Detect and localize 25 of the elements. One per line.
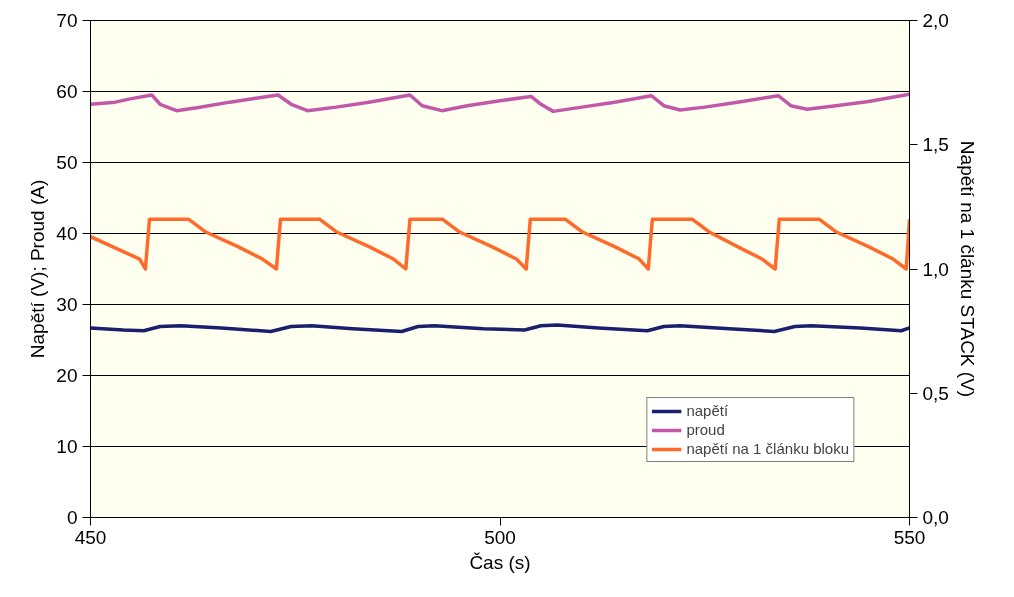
y-tick-label: 40 <box>56 223 78 244</box>
y-tick-label: 10 <box>56 436 78 457</box>
line-series <box>90 323 910 334</box>
line-series <box>90 92 910 114</box>
legend-label: proud <box>686 421 725 438</box>
y-axis-title: Napětí (V); Proud (A) <box>27 179 49 359</box>
y-tick-label: 30 <box>56 294 78 315</box>
x-axis-title: Čas (s) <box>469 551 531 573</box>
y-tick-label: 20 <box>56 365 78 386</box>
y2-axis-title: Napětí na 1 článku STACK (V) <box>956 140 978 398</box>
y-tick-label: 60 <box>56 81 78 102</box>
y2-tick-label: 2,0 <box>922 10 949 31</box>
x-tick-label: 450 <box>74 526 107 548</box>
y-tick-label: 0 <box>66 507 78 528</box>
legend-label: napětí <box>686 402 729 419</box>
x-tick-label: 500 <box>484 526 516 548</box>
y2-tick-label: 1,5 <box>922 134 949 156</box>
y2-tick-label: 0,5 <box>922 382 949 404</box>
y2-tick-label: 1,0 <box>922 258 949 280</box>
y-tick-label: 50 <box>56 152 78 173</box>
y-tick-label: 70 <box>56 10 78 31</box>
legend-label: napětí na 1 článku bloku <box>686 440 849 457</box>
y2-tick-label: 0,0 <box>922 507 949 528</box>
line-series <box>90 217 910 271</box>
x-tick-label: 550 <box>893 526 926 548</box>
